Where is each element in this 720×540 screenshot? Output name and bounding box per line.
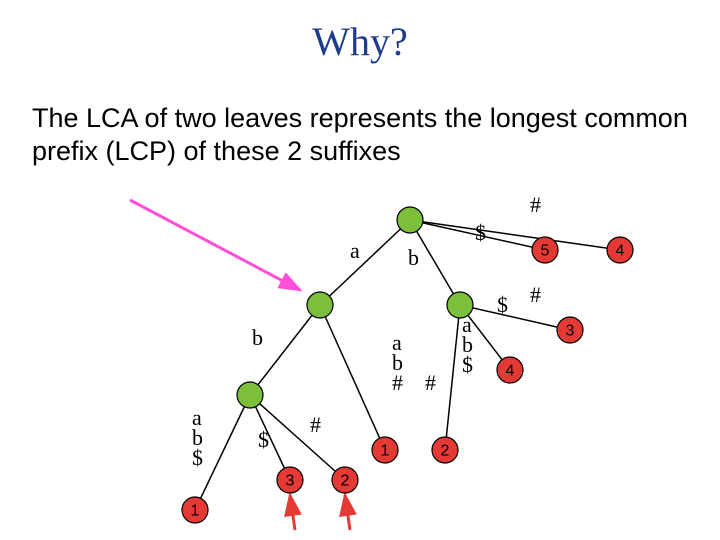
tree-edge [195, 395, 250, 510]
edge-label: b [408, 245, 419, 270]
internal-node [397, 207, 423, 233]
edge-label: # [425, 370, 436, 395]
edge-label: $ [475, 220, 486, 245]
edge-label: $ [258, 427, 269, 452]
edge-label: b [252, 325, 263, 350]
edge-label: # [530, 282, 541, 307]
leaf-label: 2 [441, 443, 450, 460]
leaf-label: 4 [616, 243, 625, 260]
tree-edge [320, 220, 410, 305]
internal-node [307, 292, 333, 318]
pointer-arrow [290, 495, 295, 530]
slide-title: Why? [0, 18, 720, 65]
tree-edge [250, 395, 290, 480]
edge-label: a [350, 238, 360, 263]
leaf-label: 5 [541, 243, 550, 260]
suffix-tree-diagram: 544321321 #abab$$##bab#$#ab$$ [0, 190, 720, 540]
internal-node [237, 382, 263, 408]
edge-label: $ [192, 445, 203, 470]
edge-label: # [310, 412, 321, 437]
leaf-label: 3 [566, 323, 575, 340]
edge-label: # [392, 370, 403, 395]
tree-edge [320, 305, 385, 450]
leaf-label: 4 [506, 363, 515, 380]
edge-label: $ [462, 352, 473, 377]
leaf-label: 3 [286, 473, 295, 490]
leaf-label: 1 [381, 443, 390, 460]
pointer-arrow [345, 495, 350, 530]
edge-label: $ [497, 292, 508, 317]
leaf-label: 2 [341, 473, 350, 490]
pointer-arrow [130, 200, 300, 290]
tree-edge [410, 220, 620, 250]
slide-body: The LCA of two leaves represents the lon… [32, 102, 688, 168]
leaf-label: 1 [191, 503, 200, 520]
tree-edge [445, 305, 460, 450]
tree-edge [250, 305, 320, 395]
edge-label: # [530, 192, 541, 217]
